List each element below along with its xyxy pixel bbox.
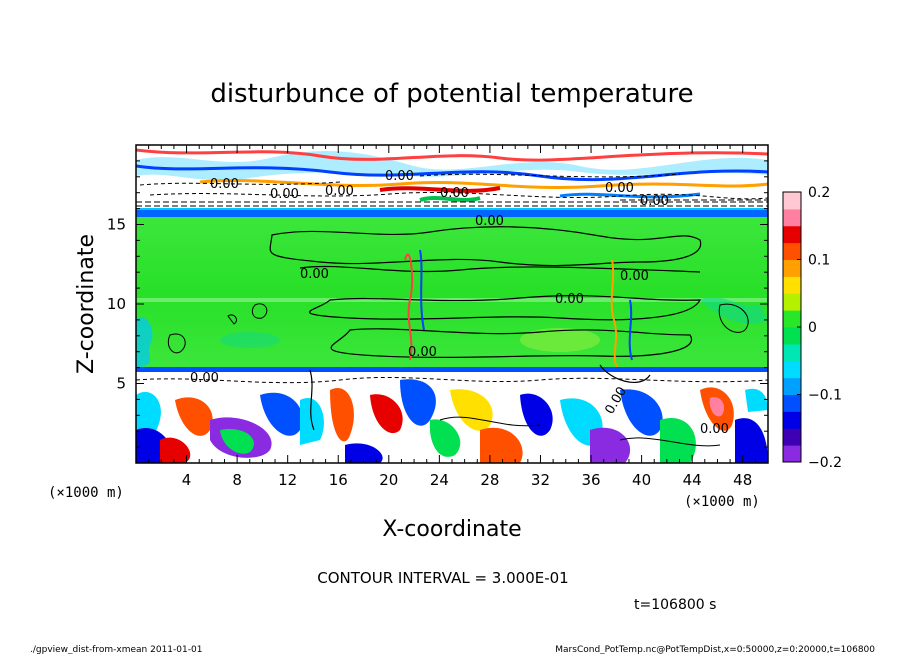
colorbar-swatch <box>783 293 801 311</box>
colorbar-tick-label: 0 <box>808 320 817 336</box>
contour-label: 0.00 <box>700 422 729 437</box>
colorbar-swatch <box>783 428 801 446</box>
colorbar: 0.2 0.1 0 −0.1 −0.2 <box>782 185 842 471</box>
colorbar-swatch <box>783 343 801 362</box>
x-tick-label: 20 <box>379 471 398 489</box>
y-axis-unit: (×1000 m) <box>48 485 124 501</box>
colorbar-swatch <box>783 242 801 260</box>
time-label: t=106800 s <box>634 597 716 613</box>
colorbar-swatch <box>783 310 801 328</box>
plot-area: 0.00 0.00 0.00 0.00 0.00 0.00 0.00 0.00 … <box>136 145 768 463</box>
colorbar-swatch <box>783 411 801 429</box>
x-tick-label: 48 <box>733 471 752 489</box>
colorbar-tick-label: 0.1 <box>808 253 830 269</box>
colorbar-swatch <box>783 208 801 227</box>
contour-interval-label: CONTOUR INTERVAL = 3.000E-01 <box>317 569 568 587</box>
upper-layer-field <box>136 145 768 210</box>
colorbar-swatch <box>783 445 801 463</box>
contour-label: 0.00 <box>440 186 469 201</box>
contour-label: 0.00 <box>408 345 437 360</box>
contour-label: 0.00 <box>190 371 219 386</box>
x-axis: 4 8 12 16 20 24 28 32 36 40 44 48 <box>148 145 756 489</box>
x-tick-label: 12 <box>278 471 297 489</box>
x-tick-label: 36 <box>581 471 600 489</box>
colorbar-swatch <box>783 192 801 210</box>
y-tick-label: 15 <box>107 216 126 234</box>
tropopause-band <box>136 210 768 217</box>
y-axis-label: Z-coordinate <box>74 234 99 374</box>
x-tick-label: 16 <box>329 471 348 489</box>
lower-layer-field <box>136 364 768 463</box>
y-tick-label: 10 <box>107 295 126 313</box>
x-tick-label: 44 <box>683 471 702 489</box>
contour-label: 0.00 <box>620 269 649 284</box>
colorbar-swatch <box>783 327 801 345</box>
x-tick-label: 32 <box>531 471 550 489</box>
y-axis: 5 10 15 <box>107 160 768 448</box>
colorbar-swatch <box>783 377 801 395</box>
x-tick-label: 4 <box>182 471 192 489</box>
x-tick-label: 28 <box>480 471 499 489</box>
contour-label: 0.00 <box>325 184 354 199</box>
contour-label: 0.00 <box>300 267 329 282</box>
colorbar-tick-label: −0.1 <box>808 388 842 404</box>
colorbar-swatch <box>783 276 801 294</box>
chart-title: disturbunce of potential temperature <box>210 79 693 109</box>
y-tick-label: 5 <box>116 375 126 393</box>
x-tick-label: 8 <box>232 471 242 489</box>
colorbar-swatch <box>783 259 801 277</box>
colorbar-tick-label: 0.2 <box>808 185 830 201</box>
x-tick-label: 24 <box>430 471 449 489</box>
contour-label: 0.00 <box>210 177 239 192</box>
colorbar-swatch <box>783 225 801 244</box>
colorbar-tick-label: −0.2 <box>808 455 842 471</box>
x-tick-label: 40 <box>632 471 651 489</box>
x-axis-unit: (×1000 m) <box>684 494 760 510</box>
middle-layer-field <box>136 217 768 369</box>
contour-label: 0.00 <box>475 214 504 229</box>
contour-label: 0.00 <box>555 292 584 307</box>
contour-label: 0.00 <box>640 194 669 209</box>
contour-label: 0.00 <box>270 187 299 202</box>
footer-left: ./gpview_dist-from-xmean 2011-01-01 <box>30 645 202 654</box>
contour-label: 0.00 <box>605 181 634 196</box>
footer-right: MarsCond_PotTemp.nc@PotTempDist,x=0:5000… <box>555 645 875 654</box>
colorbar-swatch <box>783 360 801 379</box>
x-axis-label: X-coordinate <box>382 517 521 542</box>
contour-label: 0.00 <box>385 169 414 184</box>
colorbar-swatch <box>783 394 801 412</box>
